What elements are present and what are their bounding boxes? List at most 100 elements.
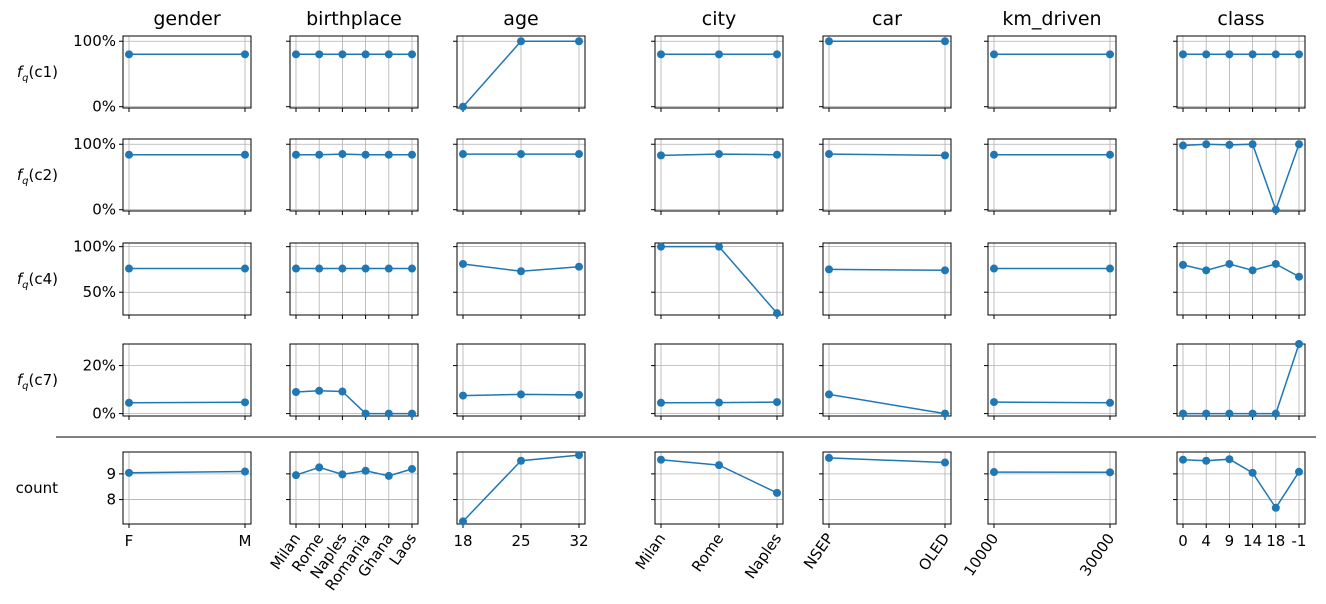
column-title-class: class bbox=[1217, 8, 1264, 30]
data-point bbox=[1249, 266, 1257, 274]
data-point bbox=[1179, 456, 1187, 464]
data-point bbox=[241, 151, 249, 159]
data-point bbox=[1202, 140, 1210, 148]
data-point bbox=[385, 151, 393, 159]
data-point bbox=[825, 150, 833, 158]
data-point bbox=[408, 410, 416, 418]
series-line bbox=[1183, 344, 1299, 414]
data-point bbox=[362, 467, 370, 475]
data-point bbox=[1272, 260, 1280, 268]
data-point bbox=[241, 265, 249, 273]
panel-frame bbox=[123, 139, 251, 211]
y-tick-label: 0% bbox=[92, 98, 116, 116]
data-point bbox=[1202, 457, 1210, 465]
data-point bbox=[1179, 142, 1187, 150]
y-tick-label: 9 bbox=[106, 465, 116, 483]
data-point bbox=[362, 265, 370, 273]
panel-frame bbox=[290, 36, 418, 108]
panel-frame bbox=[1177, 139, 1305, 211]
series-line bbox=[1183, 459, 1299, 508]
data-point bbox=[292, 265, 300, 273]
data-point bbox=[385, 410, 393, 418]
data-point bbox=[657, 456, 665, 464]
data-point bbox=[241, 50, 249, 58]
panel-c1-age bbox=[453, 36, 585, 112]
y-tick-label: 50% bbox=[83, 283, 116, 301]
data-point bbox=[657, 50, 665, 58]
data-point bbox=[941, 410, 949, 418]
data-point bbox=[1225, 260, 1233, 268]
data-point bbox=[825, 37, 833, 45]
panel-frame bbox=[1177, 36, 1305, 108]
panel-frame bbox=[290, 243, 418, 315]
data-point bbox=[715, 243, 723, 251]
series-line bbox=[829, 394, 945, 413]
panel-c4-age bbox=[453, 243, 585, 319]
data-point bbox=[517, 150, 525, 158]
panel-frame bbox=[1177, 344, 1305, 416]
x-tick-label: 4 bbox=[1201, 532, 1211, 550]
data-point bbox=[1225, 410, 1233, 418]
y-tick-label: 8 bbox=[106, 491, 116, 509]
data-point bbox=[362, 410, 370, 418]
panel-frame bbox=[988, 243, 1116, 315]
row-label-c7: fq(c7) bbox=[17, 371, 58, 392]
row-label-count: count bbox=[16, 479, 58, 497]
panel-c7-km_driven bbox=[984, 344, 1116, 420]
data-point bbox=[315, 463, 323, 471]
series-line bbox=[129, 472, 245, 473]
data-point bbox=[1295, 50, 1303, 58]
panel-c7-car bbox=[819, 344, 951, 420]
panel-frame bbox=[1177, 452, 1305, 524]
row-label-c4: fq(c4) bbox=[17, 270, 58, 291]
data-point bbox=[338, 388, 346, 396]
x-tick-label: 14 bbox=[1243, 532, 1262, 550]
x-tick-label: 32 bbox=[569, 532, 588, 550]
column-title-birthplace: birthplace bbox=[306, 8, 402, 30]
data-point bbox=[575, 391, 583, 399]
data-point bbox=[315, 387, 323, 395]
x-tick-label: -1 bbox=[1292, 532, 1307, 550]
data-point bbox=[575, 451, 583, 459]
data-point bbox=[315, 50, 323, 58]
panel-c4-km_driven bbox=[984, 243, 1116, 319]
data-point bbox=[241, 398, 249, 406]
panel-frame bbox=[1177, 243, 1305, 315]
panel-c4-birthplace bbox=[286, 243, 418, 319]
data-point bbox=[292, 388, 300, 396]
data-point bbox=[715, 150, 723, 158]
series-line bbox=[994, 402, 1110, 403]
data-point bbox=[408, 50, 416, 58]
x-tick-label: Naples bbox=[741, 530, 785, 582]
data-point bbox=[1272, 206, 1280, 214]
data-point bbox=[1225, 455, 1233, 463]
panel-c1-city bbox=[651, 36, 783, 112]
data-point bbox=[1225, 141, 1233, 149]
x-tick-label: Laos bbox=[386, 530, 421, 569]
data-point bbox=[1202, 266, 1210, 274]
data-point bbox=[459, 517, 467, 525]
panel-frame bbox=[823, 452, 951, 524]
panel-c7-city bbox=[651, 344, 783, 420]
data-point bbox=[125, 399, 133, 407]
panel-frame bbox=[290, 452, 418, 524]
panel-c2-city bbox=[651, 139, 783, 215]
data-point bbox=[362, 50, 370, 58]
data-point bbox=[773, 309, 781, 317]
data-point bbox=[241, 468, 249, 476]
panel-frame bbox=[123, 243, 251, 315]
x-tick-label: 18 bbox=[1266, 532, 1285, 550]
data-point bbox=[517, 267, 525, 275]
data-point bbox=[657, 243, 665, 251]
data-point bbox=[1272, 50, 1280, 58]
data-point bbox=[292, 50, 300, 58]
x-tick-label: Rome bbox=[688, 530, 727, 575]
panel-c1-km_driven bbox=[984, 36, 1116, 112]
panel-c4-gender: 50%100% bbox=[73, 238, 251, 319]
data-point bbox=[1106, 399, 1114, 407]
data-point bbox=[715, 399, 723, 407]
data-point bbox=[575, 263, 583, 271]
